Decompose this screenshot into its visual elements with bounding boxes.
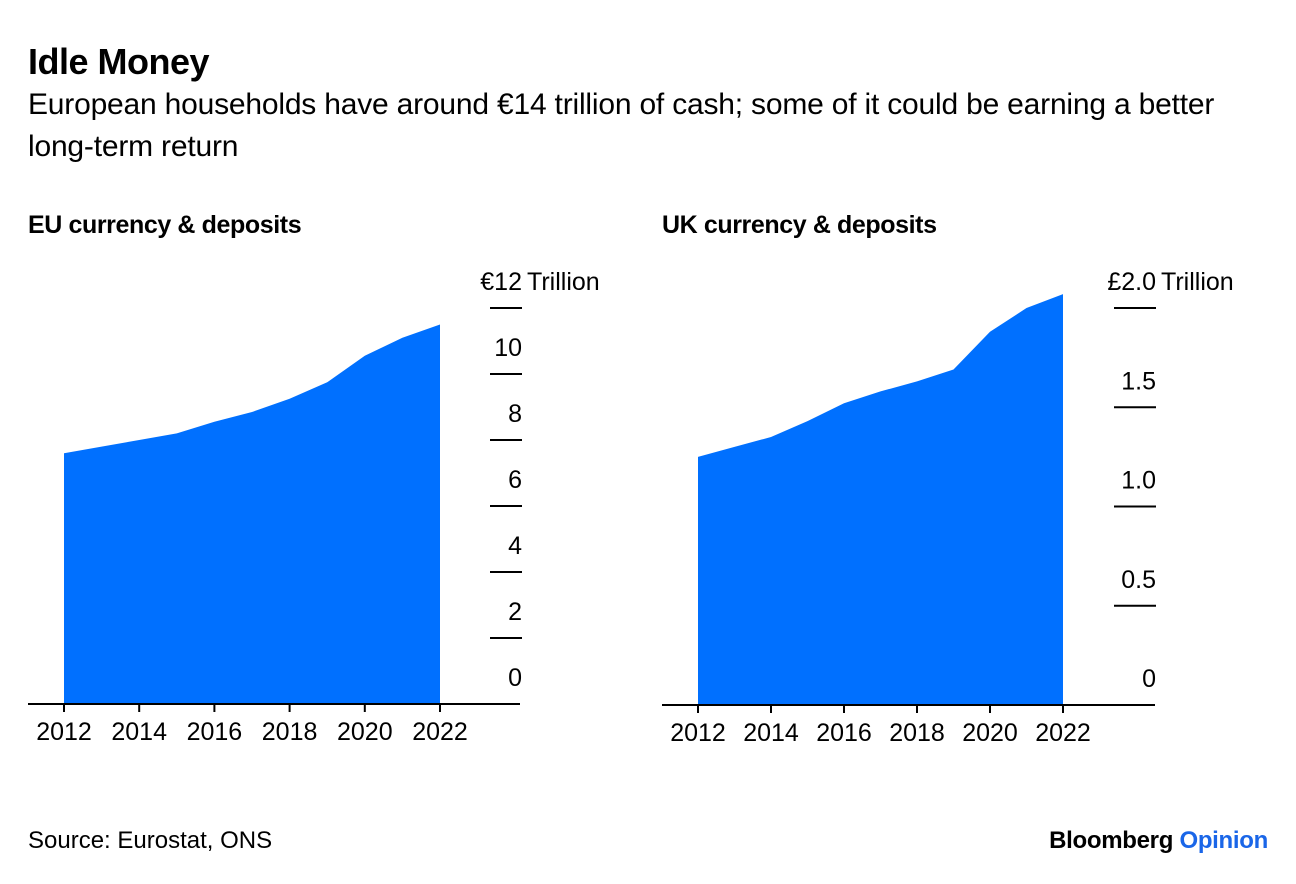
- y-tick-label: €12: [480, 268, 522, 296]
- x-tick-label: 2014: [743, 719, 799, 747]
- x-tick-label: 2018: [889, 719, 945, 747]
- x-tick-label: 2014: [111, 718, 167, 746]
- uk-panel-title: UK currency & deposits: [662, 211, 937, 239]
- x-tick-label: 2020: [337, 718, 393, 746]
- y-tick-label: 0: [508, 664, 522, 692]
- x-tick-label: 2018: [262, 718, 318, 746]
- y-tick-label: 1.5: [1121, 367, 1156, 395]
- y-tick-label: 2: [508, 598, 522, 626]
- y-tick-label: 8: [508, 400, 522, 428]
- x-tick-label: 2022: [1035, 719, 1091, 747]
- y-tick-label: £2.0: [1107, 268, 1156, 296]
- x-tick-label: 2012: [36, 718, 92, 746]
- brand-accent: Opinion: [1179, 827, 1268, 854]
- x-tick-label: 2022: [412, 718, 468, 746]
- x-tick-label: 2016: [816, 719, 872, 747]
- y-tick-label: 4: [508, 532, 522, 560]
- chart-title: Idle Money: [28, 41, 210, 82]
- y-tick-label: 6: [508, 466, 522, 494]
- y-unit-label: Trillion: [527, 268, 600, 296]
- x-tick-label: 2016: [187, 718, 243, 746]
- eu-area-chart: 2012 2014 2016 2018 2020 2022 0 2 4 6 8 10 €12 Trilli…: [28, 268, 600, 746]
- x-tick-label: 2020: [962, 719, 1018, 747]
- area-fill: [64, 324, 440, 704]
- y-tick-label: 1.0: [1121, 467, 1156, 495]
- x-tick-label: 2012: [670, 719, 726, 747]
- chart-subtitle: European households have around €14 tril…: [28, 88, 1215, 163]
- y-tick-label: 0: [1142, 665, 1156, 693]
- uk-area-chart: 2012 2014 2016 2018 2020 2022 0 0.5 1.0 1.5 £2.0 Tr…: [662, 268, 1234, 747]
- brand-logo: Bloomberg Opinion: [1049, 826, 1268, 856]
- source-note: Source: Eurostat, ONS: [28, 827, 273, 854]
- y-tick-label: 10: [494, 334, 522, 362]
- eu-panel-title: EU currency & deposits: [28, 211, 302, 239]
- y-unit-label: Trillion: [1161, 268, 1234, 296]
- brand-main: Bloomberg: [1049, 827, 1174, 854]
- area-fill: [698, 294, 1063, 705]
- y-tick-label: 0.5: [1121, 566, 1156, 594]
